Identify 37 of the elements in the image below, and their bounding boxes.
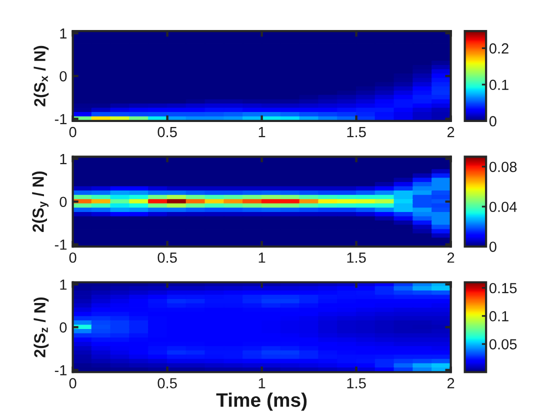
y-tick-label: 1 xyxy=(60,28,67,39)
y-axis-title: 2(S$_{z}$ / N) xyxy=(34,297,49,358)
y-tick-label: -1 xyxy=(54,240,67,250)
x-tick-label: 1 xyxy=(258,127,266,138)
x-tick-label: 0 xyxy=(69,126,76,138)
color-bar-label: 0.05 xyxy=(489,339,517,350)
x-tick-label: 0 xyxy=(69,252,76,263)
color-bar-label: 0 xyxy=(489,242,496,252)
y-axis-title: 2(S$_{y}$ / N) xyxy=(32,171,49,232)
color-bar-label: 0.15 xyxy=(489,282,517,294)
x-tick-label: 0.5 xyxy=(158,252,177,263)
x-tick-label: 0.5 xyxy=(158,378,177,388)
color-bar-label: 0.2 xyxy=(489,43,508,54)
y-tick-label: -1 xyxy=(54,365,67,376)
y-tick-label: -1 xyxy=(54,114,67,124)
y-tick-label: 1 xyxy=(60,280,67,290)
x-tick-label: 1 xyxy=(258,252,266,263)
x-tick-label: 2 xyxy=(447,378,454,388)
x-axis-title: Time (ms) xyxy=(216,392,307,411)
y-tick-label: 0 xyxy=(60,196,67,208)
x-tick-label: 0.5 xyxy=(158,126,177,138)
color-bar-label: 0.04 xyxy=(489,202,517,212)
x-tick-label: 0 xyxy=(69,378,76,388)
x-tick-label: 1.5 xyxy=(347,378,366,388)
y-axis-title: 2(S$_{x}$ / N) xyxy=(34,46,49,106)
color-bar-label: 0.1 xyxy=(489,311,508,322)
x-tick-label: 1.5 xyxy=(347,252,366,263)
x-tick-label: 1 xyxy=(258,378,266,388)
y-tick-label: 0 xyxy=(60,322,67,333)
x-tick-label: 1.5 xyxy=(347,127,366,138)
x-tick-label: 2 xyxy=(447,126,454,138)
y-tick-label: 0 xyxy=(60,71,67,82)
x-tick-label: 2 xyxy=(447,252,454,263)
color-bar-label: 0 xyxy=(489,116,496,126)
y-tick-label: 1 xyxy=(60,154,67,164)
color-bar-label: 0.08 xyxy=(489,162,517,172)
color-bar-label: 0.1 xyxy=(489,80,508,90)
